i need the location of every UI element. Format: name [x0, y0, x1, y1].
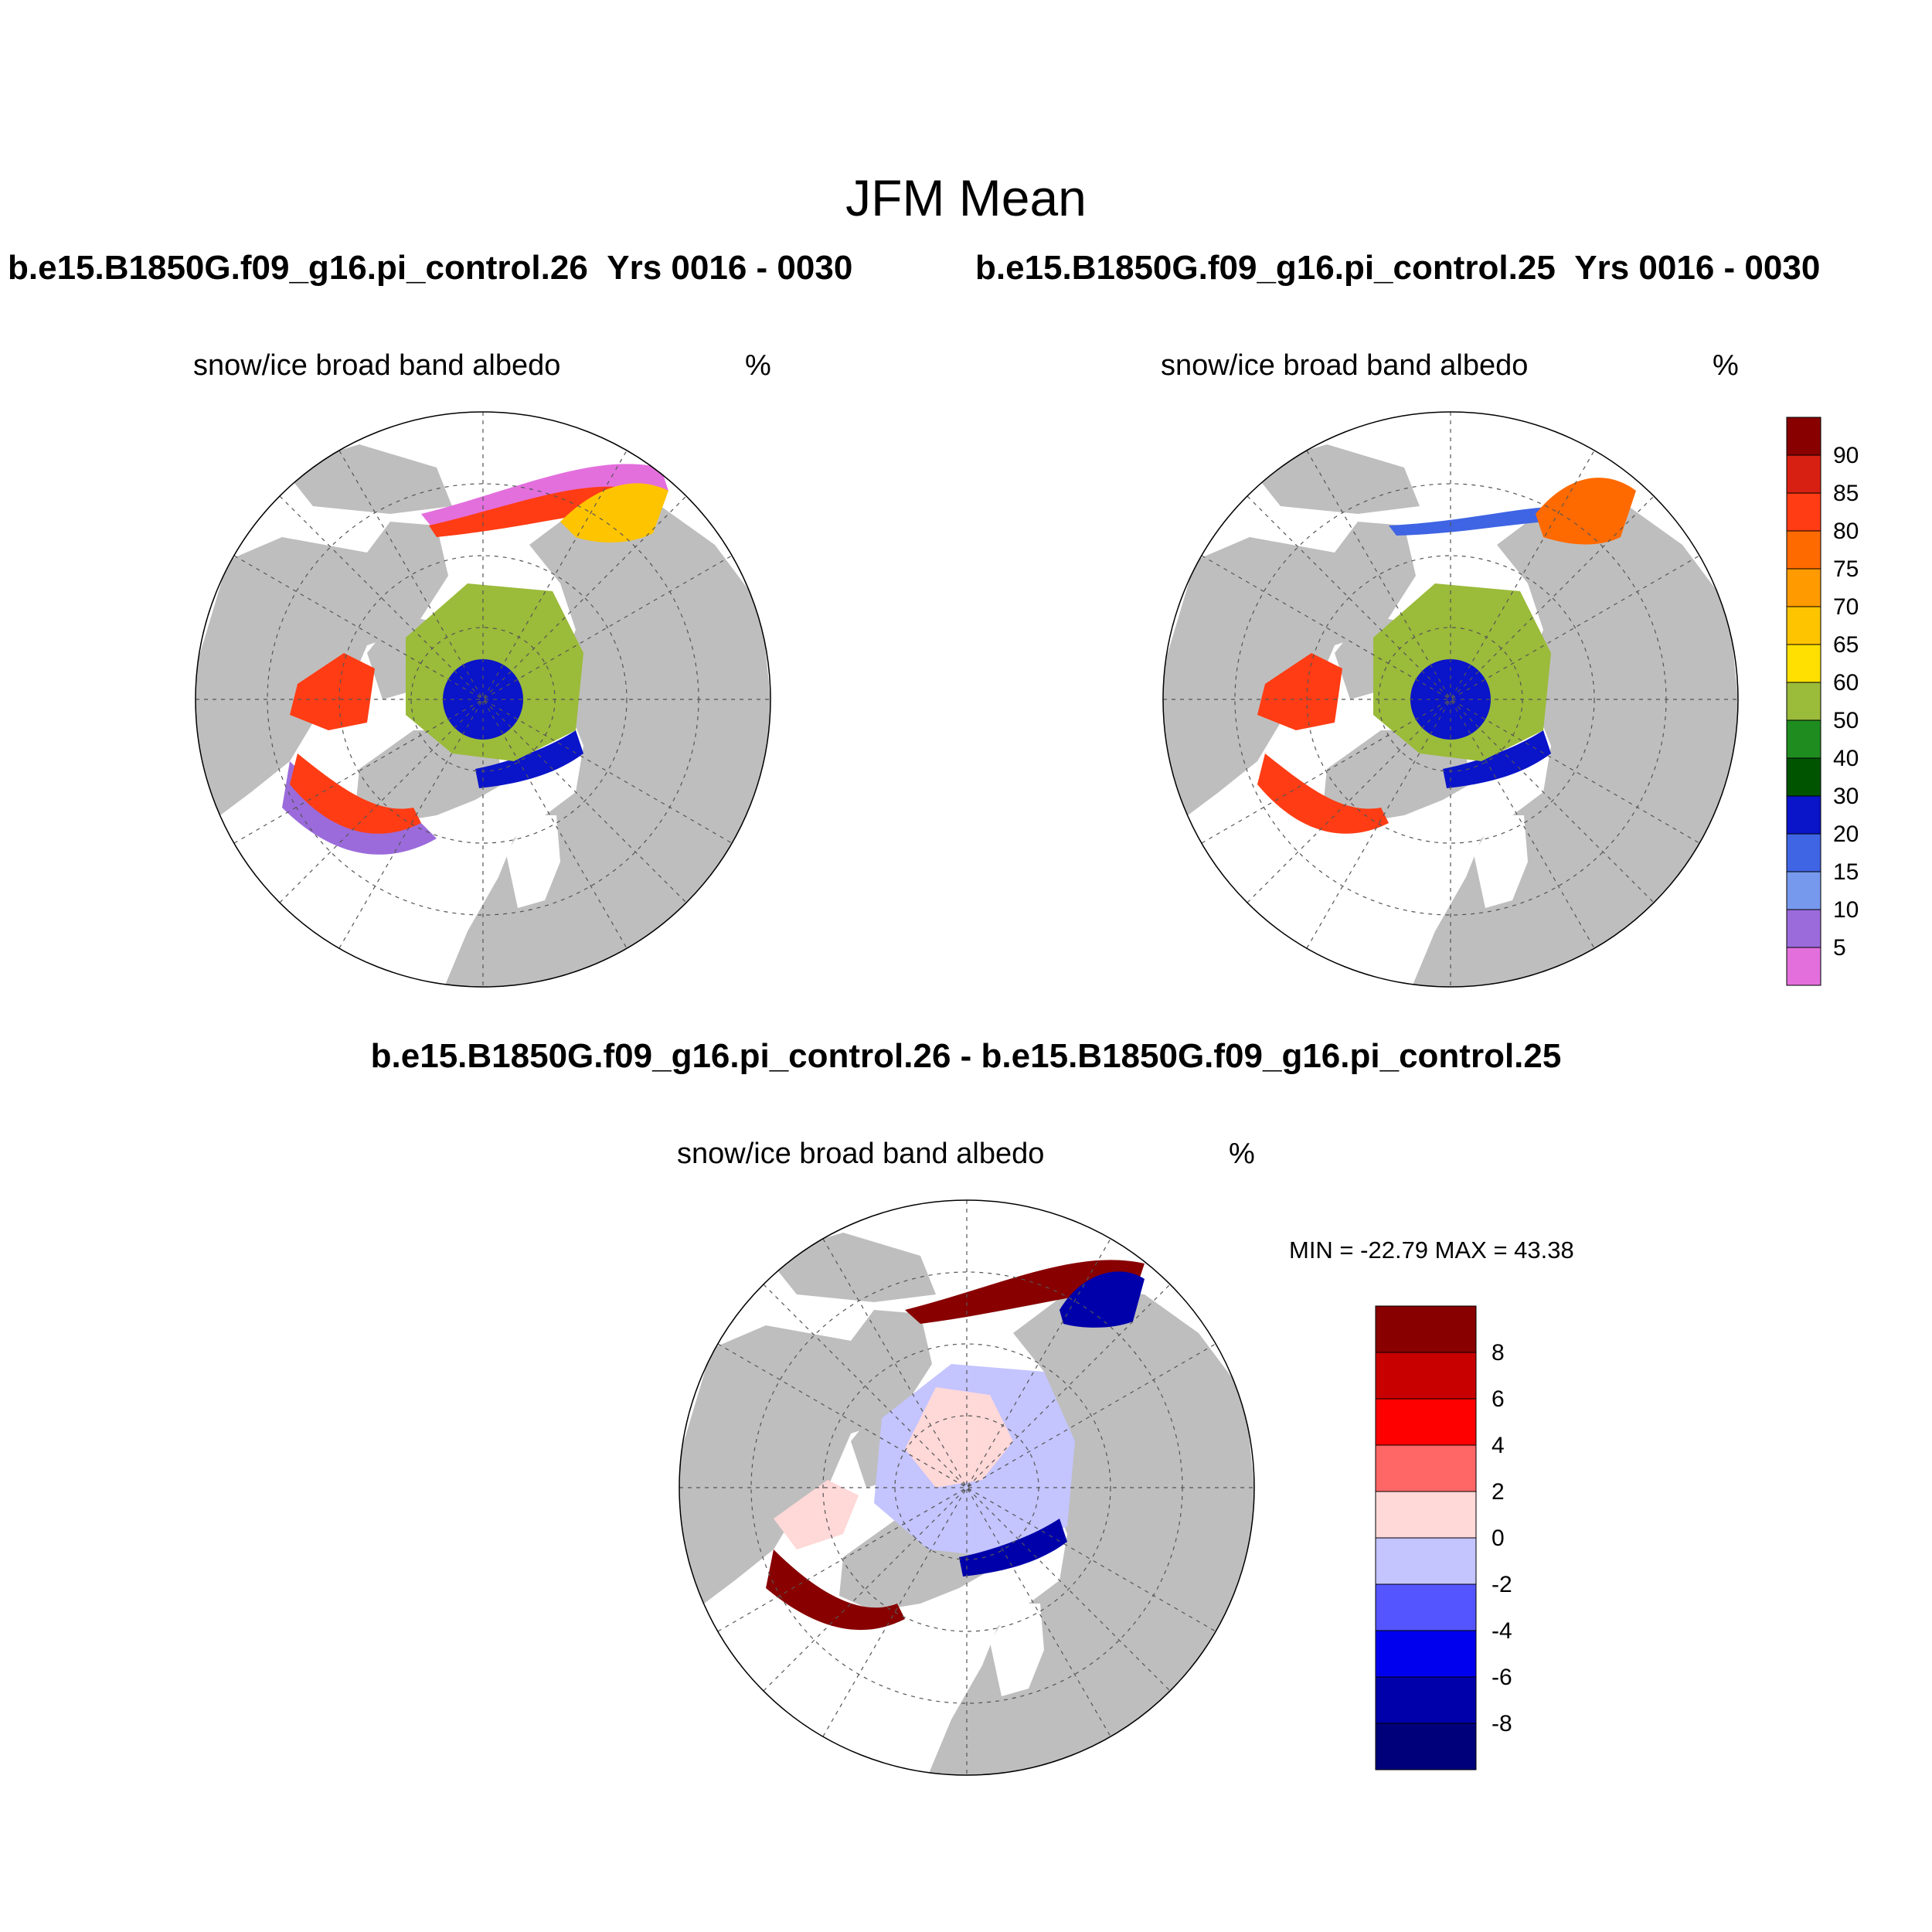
hudson-small-positive — [774, 1480, 859, 1549]
diff-units-label: % — [1229, 1138, 1255, 1170]
albedo-colorbar: 5 10 15 20 30 40 50 60 65 70 75 80 85 90 — [1786, 417, 1859, 986]
colorbar-swatch — [1375, 1676, 1477, 1724]
colorbar-swatch — [1786, 454, 1821, 494]
barents-ice-edge — [475, 730, 583, 788]
hudson-bay-ice — [1257, 653, 1342, 730]
colorbar-tick-label: 40 — [1833, 746, 1859, 771]
diff-min-max: MIN = -22.79 MAX = 43.38 — [1289, 1236, 1574, 1264]
left-albedo-map — [195, 411, 771, 988]
colorbar-swatch — [1375, 1398, 1477, 1446]
colorbar-tick-label: 70 — [1833, 594, 1859, 620]
colorbar-swatch — [1786, 417, 1821, 456]
colorbar-swatch — [1786, 568, 1821, 607]
colorbar-swatch — [1786, 682, 1821, 721]
colorbar-tick-label: 15 — [1833, 859, 1859, 885]
colorbar-tick-label: 90 — [1833, 443, 1859, 468]
colorbar-tick-label: 20 — [1833, 821, 1859, 847]
colorbar-swatch — [1786, 909, 1821, 948]
right-case-title: b.e15.B1850G.f09_g16.pi_control.25 Yrs 0… — [975, 249, 1820, 287]
colorbar-tick-label: 65 — [1833, 632, 1859, 658]
left-case-title: b.e15.B1850G.f09_g16.pi_control.26 Yrs 0… — [8, 249, 852, 287]
right-case-name: b.e15.B1850G.f09_g16.pi_control.25 — [975, 249, 1556, 287]
left-variable-label: snow/ice broad band albedo — [193, 349, 561, 382]
colorbar-tick-label: 4 — [1492, 1433, 1505, 1458]
colorbar-swatch — [1375, 1444, 1477, 1492]
colorbar-tick-label: 60 — [1833, 670, 1859, 696]
hudson-bay-ice — [290, 653, 375, 730]
colorbar-swatch — [1375, 1537, 1477, 1585]
colorbar-tick-label: -6 — [1492, 1665, 1512, 1690]
colorbar-tick-label: 80 — [1833, 519, 1859, 544]
left-units-label: % — [745, 349, 771, 382]
interior-small-positive — [905, 1387, 1013, 1488]
colorbar-swatch — [1375, 1352, 1477, 1400]
bering-positive-anomaly — [905, 1260, 1145, 1324]
main-title: JFM Mean — [845, 169, 1087, 226]
graticule — [196, 412, 770, 987]
okhotsk-negative-anomaly — [1060, 1271, 1145, 1328]
colorbar-swatch — [1786, 644, 1821, 683]
colorbar-swatch — [1375, 1583, 1477, 1631]
labrador-positive-anomaly — [766, 1549, 905, 1631]
okhotsk-ice — [1536, 478, 1636, 545]
colorbar-tick-label: -2 — [1492, 1572, 1512, 1597]
colorbar-swatch — [1786, 947, 1821, 986]
map-border — [195, 411, 771, 988]
barents-ice-edge — [1443, 730, 1551, 788]
colorbar-swatch — [1786, 492, 1821, 532]
graticule — [679, 1200, 1254, 1775]
colorbar-swatch — [1786, 606, 1821, 645]
left-years: Yrs 0016 - 0030 — [607, 249, 853, 287]
barents-negative-anomaly — [959, 1519, 1067, 1577]
colorbar-swatch — [1786, 795, 1821, 835]
okhotsk-ice — [560, 483, 668, 543]
bering-ice-edge — [1389, 506, 1566, 536]
colorbar-swatch — [1375, 1630, 1477, 1678]
difference-colorbar: -8 -6 -4 -2 0 2 4 6 8 — [1375, 1305, 1512, 1770]
colorbar-swatch — [1375, 1491, 1477, 1539]
colorbar-swatch — [1786, 757, 1821, 797]
labrador-ice — [290, 753, 421, 834]
colorbar-tick-label: 30 — [1833, 784, 1859, 809]
left-case-name: b.e15.B1850G.f09_g16.pi_control.26 — [8, 249, 588, 287]
right-albedo-map — [1162, 411, 1739, 988]
right-years: Yrs 0016 - 0030 — [1574, 249, 1821, 287]
colorbar-swatch — [1786, 530, 1821, 570]
colorbar-tick-label: 50 — [1833, 708, 1859, 733]
colorbar-swatch — [1786, 719, 1821, 759]
right-variable-label: snow/ice broad band albedo — [1161, 349, 1529, 382]
colorbar-swatch — [1786, 833, 1821, 872]
colorbar-tick-label: 75 — [1833, 556, 1859, 582]
colorbar-swatch — [1375, 1723, 1477, 1770]
map-border — [679, 1199, 1255, 1776]
colorbar-tick-label: 5 — [1833, 935, 1846, 961]
colorbar-swatch — [1375, 1305, 1477, 1353]
colorbar-tick-label: -4 — [1492, 1618, 1512, 1644]
colorbar-tick-label: 10 — [1833, 897, 1859, 923]
colorbar-tick-label: -8 — [1492, 1711, 1512, 1736]
labrador-ice — [1257, 753, 1389, 834]
difference-map — [679, 1199, 1255, 1776]
graticule — [1163, 412, 1738, 987]
map-border — [1162, 411, 1739, 988]
diff-variable-label: snow/ice broad band albedo — [677, 1138, 1045, 1170]
colorbar-tick-label: 8 — [1492, 1340, 1505, 1366]
colorbar-tick-label: 6 — [1492, 1386, 1505, 1412]
right-units-label: % — [1713, 349, 1739, 382]
colorbar-tick-label: 2 — [1492, 1479, 1505, 1505]
colorbar-tick-label: 85 — [1833, 481, 1859, 506]
difference-title: b.e15.B1850G.f09_g16.pi_control.26 - b.e… — [370, 1037, 1562, 1075]
colorbar-swatch — [1786, 871, 1821, 910]
colorbar-tick-label: 0 — [1492, 1526, 1505, 1551]
